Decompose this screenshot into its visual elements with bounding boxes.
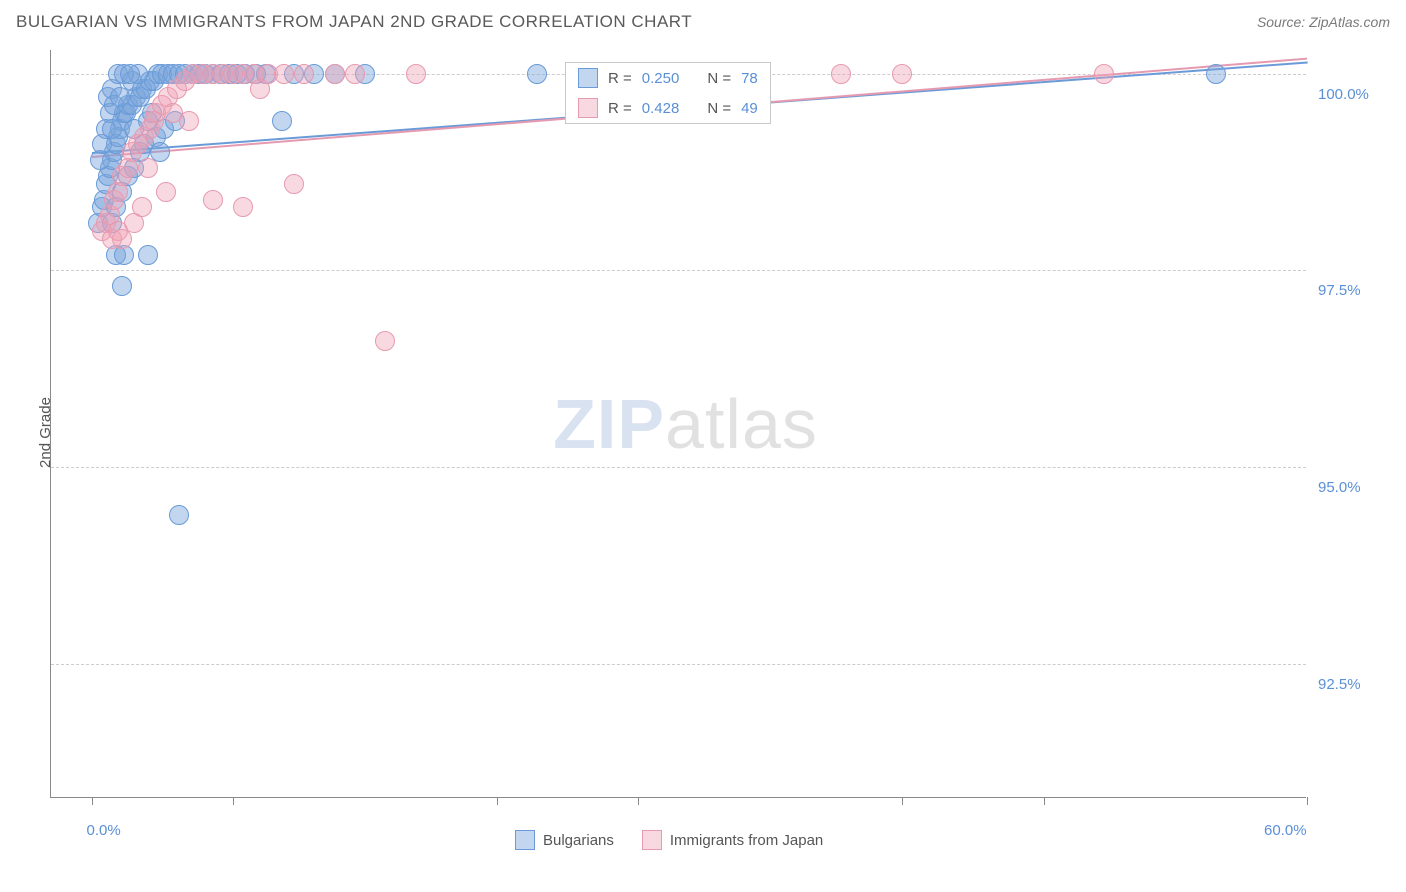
x-tick xyxy=(902,797,903,805)
data-point xyxy=(120,64,140,84)
r-value: 0.428 xyxy=(642,100,680,117)
data-point xyxy=(132,197,152,217)
data-point xyxy=(284,174,304,194)
x-tick xyxy=(1307,797,1308,805)
data-point xyxy=(233,197,253,217)
data-point xyxy=(1094,64,1114,84)
x-tick-label-left: 0.0% xyxy=(87,822,121,839)
x-tick xyxy=(638,797,639,805)
y-tick-label: 92.5% xyxy=(1318,676,1361,693)
data-point xyxy=(274,64,294,84)
legend-swatch xyxy=(642,830,662,850)
data-point xyxy=(110,87,130,107)
source-attribution: Source: ZipAtlas.com xyxy=(1257,14,1390,30)
data-point xyxy=(892,64,912,84)
gridline-h xyxy=(51,467,1306,468)
n-label: N = xyxy=(707,100,731,117)
data-point xyxy=(102,119,122,139)
plot-area xyxy=(50,50,1306,798)
x-tick-label-right: 60.0% xyxy=(1264,822,1307,839)
r-label: R = xyxy=(608,100,632,117)
gridline-h xyxy=(51,664,1306,665)
data-point xyxy=(179,111,199,131)
data-point xyxy=(406,64,426,84)
data-point xyxy=(156,182,176,202)
data-point xyxy=(138,158,158,178)
r-value: 0.250 xyxy=(642,70,680,87)
x-tick xyxy=(92,797,93,805)
legend-label: Bulgarians xyxy=(543,832,614,849)
data-point xyxy=(138,245,158,265)
n-value: 49 xyxy=(741,100,758,117)
data-point xyxy=(1206,64,1226,84)
data-point xyxy=(169,505,189,525)
data-point xyxy=(325,64,345,84)
legend-item: Bulgarians xyxy=(515,830,614,850)
stat-row: R = 0.428 N = 49 xyxy=(566,93,770,123)
data-point xyxy=(527,64,547,84)
x-tick xyxy=(497,797,498,805)
data-point xyxy=(144,111,164,131)
n-value: 78 xyxy=(741,70,758,87)
r-label: R = xyxy=(608,70,632,87)
stat-row: R = 0.250 N = 78 xyxy=(566,63,770,93)
y-axis-title: 2nd Grade xyxy=(37,397,54,468)
gridline-h xyxy=(51,270,1306,271)
x-tick xyxy=(1044,797,1045,805)
y-tick-label: 100.0% xyxy=(1318,86,1369,103)
legend-swatch xyxy=(578,98,598,118)
y-tick-label: 97.5% xyxy=(1318,282,1361,299)
legend-label: Immigrants from Japan xyxy=(670,832,823,849)
data-point xyxy=(112,276,132,296)
series-legend: Bulgarians Immigrants from Japan xyxy=(515,830,823,850)
correlation-stats-box: R = 0.250 N = 78 R = 0.428 N = 49 xyxy=(565,62,771,124)
y-tick-label: 95.0% xyxy=(1318,479,1361,496)
data-point xyxy=(375,331,395,351)
data-point xyxy=(831,64,851,84)
data-point xyxy=(294,64,314,84)
data-point xyxy=(203,190,223,210)
legend-swatch xyxy=(578,68,598,88)
data-point xyxy=(250,79,270,99)
x-tick xyxy=(233,797,234,805)
legend-swatch xyxy=(515,830,535,850)
chart-title: BULGARIAN VS IMMIGRANTS FROM JAPAN 2ND G… xyxy=(16,12,692,32)
data-point xyxy=(272,111,292,131)
data-point xyxy=(345,64,365,84)
legend-item: Immigrants from Japan xyxy=(642,830,823,850)
n-label: N = xyxy=(707,70,731,87)
